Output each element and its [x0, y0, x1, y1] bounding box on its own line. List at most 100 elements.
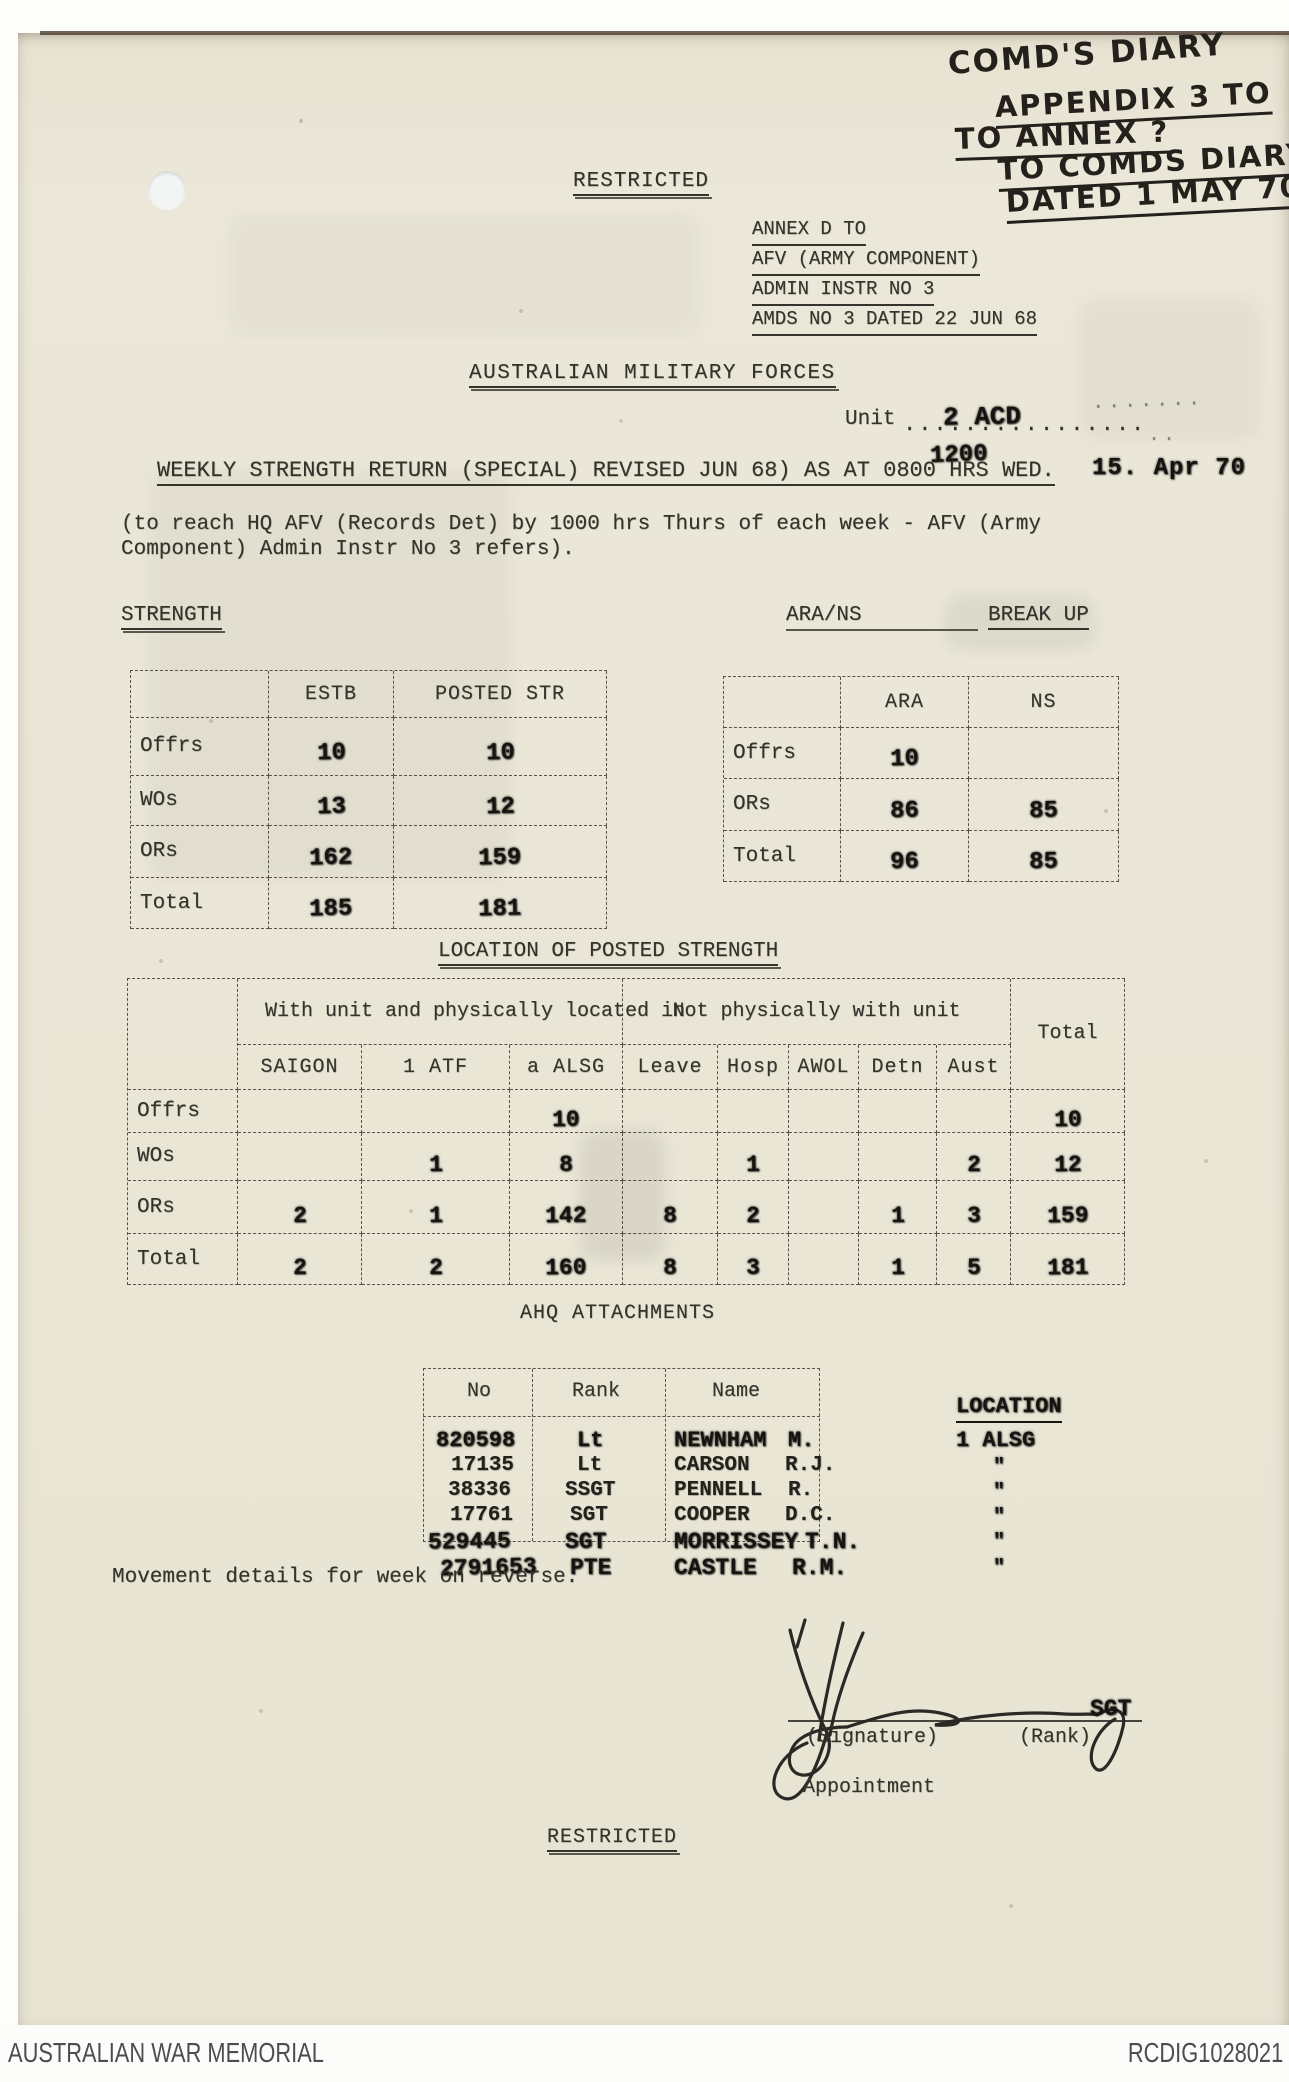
- table-cell: 185: [269, 878, 394, 929]
- row-label: Total: [137, 1247, 201, 1271]
- table-cell: 162: [269, 826, 394, 878]
- cell-value: 3: [966, 1202, 981, 1229]
- table-cell: Aust: [937, 1045, 1011, 1090]
- surname: CASTLE: [674, 1555, 757, 1581]
- initials: R.M.: [792, 1555, 848, 1581]
- table-cell: Detn: [859, 1045, 937, 1090]
- cell-value: 96: [889, 848, 920, 877]
- table-cell: [724, 677, 841, 728]
- column-header: SAIGON: [260, 1055, 339, 1079]
- column-header: POSTED STR: [434, 682, 566, 706]
- table-cell: ORs: [128, 1181, 238, 1234]
- break-up-heading: BREAK UP: [988, 604, 1089, 630]
- table-cell: [718, 1090, 789, 1133]
- instruction-line2: Component) Admin Instr No 3 refers).: [121, 538, 575, 561]
- table-cell: [859, 1090, 937, 1133]
- row-label: WOs: [137, 1145, 175, 1168]
- attachments-heading: AHQ ATTACHMENTS: [520, 1302, 716, 1325]
- cell-value: 12: [485, 793, 515, 821]
- unit-dotted-line: ................: [903, 412, 1147, 437]
- table-cell: 2: [238, 1181, 362, 1234]
- table-cell: [789, 1181, 859, 1234]
- location-ditto: ": [993, 1557, 1006, 1580]
- cell-value: 10: [316, 739, 346, 767]
- column-header: a ALSG: [526, 1055, 605, 1079]
- table-cell: ARA: [841, 677, 969, 728]
- cell-value: 159: [478, 844, 523, 872]
- location-table: With unit and physically located in Not …: [127, 978, 1125, 1285]
- table-cell: 85: [969, 831, 1119, 882]
- surname: MORRISSEY: [674, 1529, 799, 1555]
- attachments-table: [423, 1368, 820, 1542]
- table-cell: a ALSG: [510, 1045, 623, 1090]
- table-cell: SAIGON: [238, 1045, 362, 1090]
- cell-value: 1: [890, 1202, 905, 1229]
- table-cell: Total: [131, 878, 269, 929]
- table-divider: [423, 1416, 820, 1417]
- cell-value: 2: [746, 1202, 761, 1229]
- table-cell: 13: [269, 776, 394, 826]
- cell-value: 10: [1053, 1106, 1082, 1133]
- table-cell: 8: [510, 1133, 623, 1181]
- cell-value: 5: [966, 1254, 981, 1281]
- attachments-col-no: No: [467, 1380, 492, 1403]
- location-ditto: ": [993, 1531, 1006, 1554]
- row-label: Total: [733, 844, 797, 868]
- location-column-stamp: LOCATION: [956, 1394, 1062, 1423]
- cell-value: 1: [428, 1151, 443, 1179]
- cell-value: 86: [889, 797, 920, 825]
- table-cell: 1: [362, 1181, 510, 1234]
- initials: M.: [788, 1428, 815, 1453]
- table-cell: 142: [510, 1181, 623, 1234]
- table-cell: 8: [623, 1234, 718, 1285]
- table-cell: 10: [1011, 1090, 1125, 1133]
- table-divider: [532, 1369, 533, 1541]
- classification-bottom: RESTRICTED: [547, 1826, 681, 1855]
- force-title: AUSTRALIAN MILITARY FORCES: [469, 362, 839, 391]
- location-ditto: ": [993, 1456, 1006, 1479]
- table-cell: Leave: [623, 1045, 718, 1090]
- table-cell: 12: [394, 776, 607, 826]
- table-cell: ORs: [724, 779, 841, 831]
- archive-footer: AUSTRALIAN WAR MEMORIAL RCDIG1028021: [0, 2025, 1289, 2082]
- row-label: Offrs: [140, 735, 204, 758]
- cell-value: 142: [545, 1202, 588, 1229]
- row-label: WOs: [140, 789, 178, 812]
- table-cell: 2: [718, 1181, 789, 1234]
- annex-line: AMDS NO 3 DATED 22 JUN 68: [752, 306, 1038, 336]
- archive-reference: RCDIG1028021: [1127, 2037, 1283, 2068]
- surname: COOPER: [674, 1504, 750, 1527]
- table-cell: [969, 728, 1119, 779]
- table-cell: Offrs: [131, 718, 269, 776]
- annex-line: AFV (ARMY COMPONENT): [752, 246, 981, 276]
- row-label: Offrs: [733, 741, 797, 765]
- table-cell: 10: [841, 728, 969, 779]
- table-cell: Total: [1011, 979, 1125, 1090]
- signature-label: (Signature): [806, 1726, 939, 1749]
- table-cell: 12: [1011, 1133, 1125, 1181]
- table-cell: 159: [1011, 1181, 1125, 1234]
- cell-value: 10: [889, 745, 920, 774]
- initials: R.: [788, 1479, 814, 1502]
- bleedthrough-smudge: [945, 595, 1095, 650]
- table-cell: [131, 671, 269, 718]
- initials: T.N.: [805, 1529, 861, 1555]
- table-cell: 5: [937, 1234, 1011, 1285]
- table-cell: 3: [937, 1181, 1011, 1234]
- table-cell: Offrs: [724, 728, 841, 779]
- table-cell: POSTED STR: [394, 671, 607, 718]
- cell-value: 8: [663, 1254, 678, 1281]
- return-title: WEEKLY STRENGTH RETURN (SPECIAL) REVISED…: [157, 458, 1055, 486]
- table-divider: [665, 1369, 666, 1541]
- table-cell: Total: [724, 831, 841, 882]
- group-header: With unit and physically located in: [265, 999, 686, 1023]
- table-cell: 86: [841, 779, 969, 831]
- column-header: AWOL: [797, 1055, 850, 1079]
- attachments-col-rank: Rank: [572, 1380, 621, 1403]
- table-cell: Offrs: [128, 1090, 238, 1133]
- handwritten-note-line1: COMD'S DIARY: [946, 26, 1227, 82]
- annex-reference-block: ANNEX D TO AFV (ARMY COMPONENT) ADMIN IN…: [752, 216, 1038, 336]
- table-cell: NS: [969, 677, 1119, 728]
